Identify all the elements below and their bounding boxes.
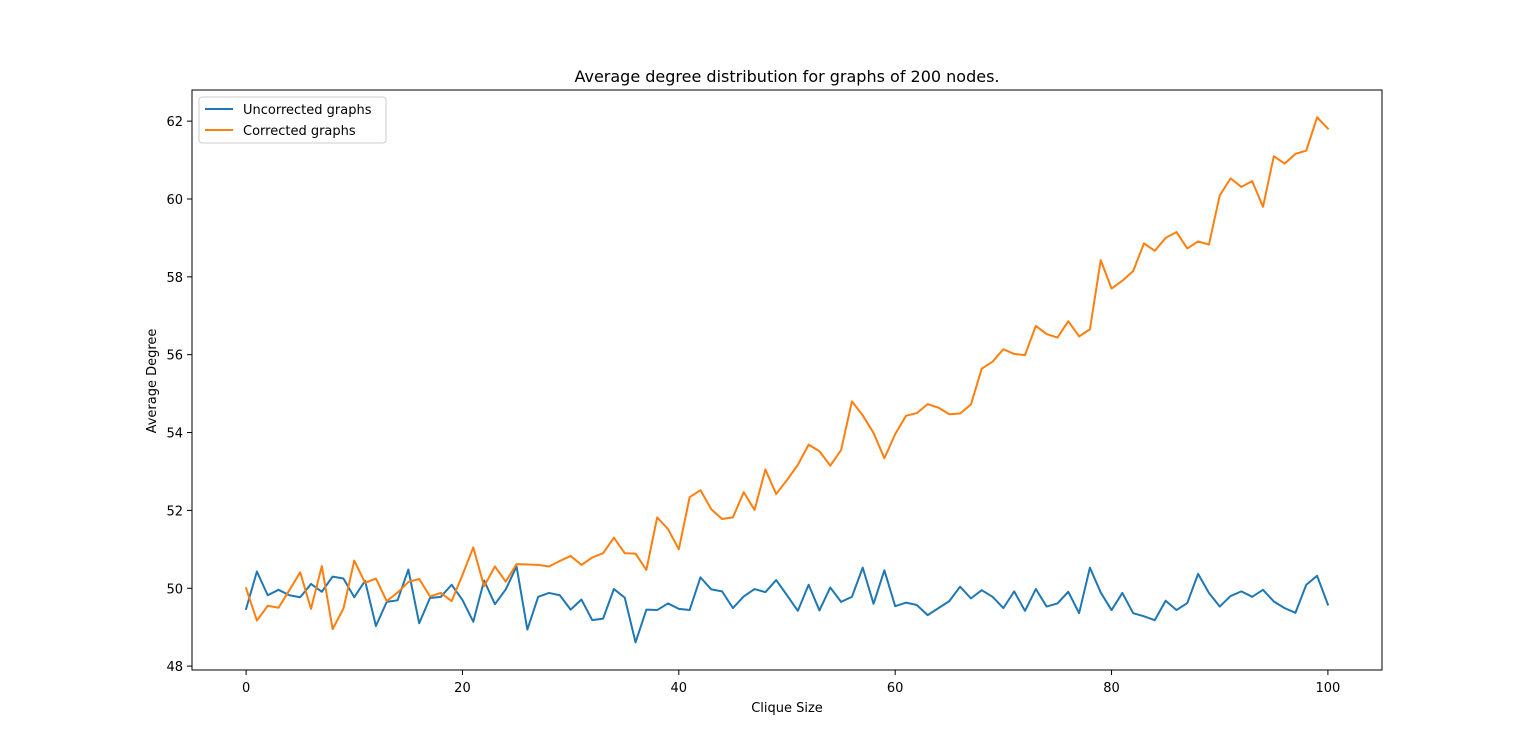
- legend-label-corrected: Corrected graphs: [243, 124, 356, 139]
- chart-title: Average degree distribution for graphs o…: [574, 67, 999, 86]
- plot-area: [191, 89, 1383, 671]
- x-tick-label: 40: [671, 681, 688, 696]
- legend: Uncorrected graphs Corrected graphs: [198, 96, 387, 144]
- x-tick-label: 20: [454, 681, 471, 696]
- x-axis-ticks: 0 20 40 60 80 100: [242, 670, 1340, 696]
- plot-frame: [191, 89, 1383, 671]
- y-tick-label: 48: [166, 660, 183, 675]
- y-axis-ticks: 48 50 52 54 56 58 60 62: [166, 115, 192, 675]
- y-tick-label: 58: [166, 271, 183, 286]
- y-tick-label: 50: [166, 582, 183, 597]
- series-line-corrected: [244, 116, 1330, 631]
- y-tick-label: 60: [166, 193, 183, 208]
- y-axis-label: Average Degree: [145, 329, 160, 434]
- x-axis-label: Clique Size: [751, 701, 823, 716]
- y-tick-label: 52: [166, 504, 183, 519]
- series-line-uncorrected: [244, 565, 1330, 644]
- y-tick-label: 54: [166, 427, 183, 442]
- legend-label-uncorrected: Uncorrected graphs: [243, 103, 372, 118]
- legend-box: [198, 96, 387, 144]
- x-tick-label: 100: [1315, 681, 1340, 696]
- x-tick-label: 60: [887, 681, 904, 696]
- x-tick-label: 0: [242, 681, 250, 696]
- x-tick-label: 80: [1103, 681, 1120, 696]
- y-tick-label: 62: [166, 115, 183, 130]
- y-tick-label: 56: [166, 349, 183, 364]
- series-layer: [244, 116, 1330, 644]
